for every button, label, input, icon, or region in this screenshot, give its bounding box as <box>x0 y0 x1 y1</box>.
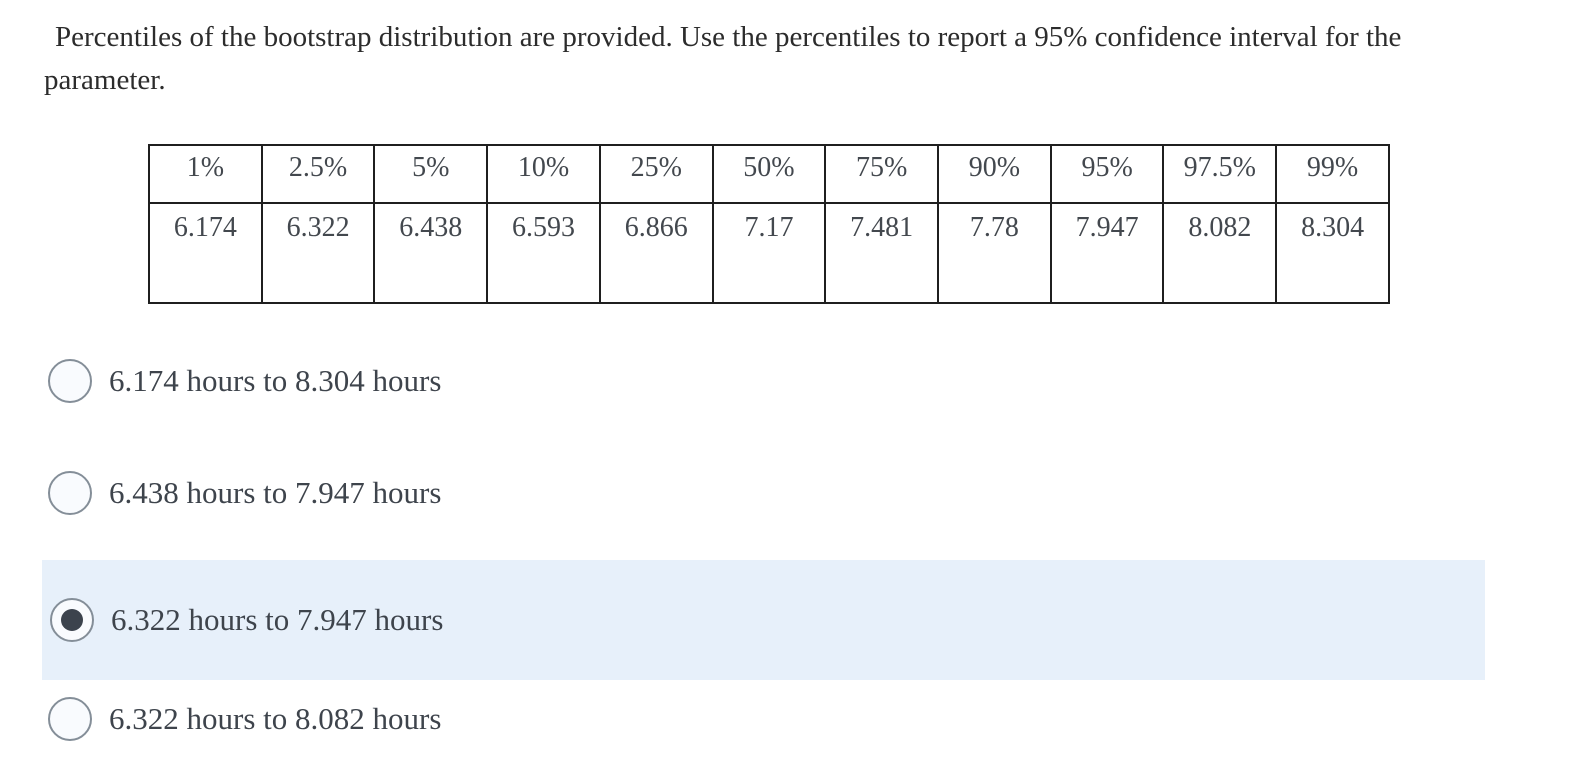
percentile-value-cell: 6.322 <box>260 202 376 304</box>
radio-button-icon[interactable] <box>48 697 92 741</box>
percentile-header-cell: 75% <box>824 144 940 204</box>
percentile-header-cell: 95% <box>1049 144 1165 204</box>
percentile-value-cell: 7.17 <box>711 202 827 304</box>
question-text: Percentiles of the bootstrap distributio… <box>44 21 1402 96</box>
radio-button-icon[interactable] <box>48 471 92 515</box>
answer-option-label: 6.322 hours to 7.947 hours <box>111 602 444 637</box>
percentile-value-cell: 6.174 <box>148 202 263 304</box>
answer-option[interactable]: 6.322 hours to 8.082 hours <box>0 680 1594 758</box>
percentile-value-cell: 7.947 <box>1049 202 1165 304</box>
answer-option[interactable]: 6.322 hours to 7.947 hours <box>42 560 1485 680</box>
answer-option-label: 6.438 hours to 7.947 hours <box>109 475 442 510</box>
percentile-value-cell: 7.481 <box>824 202 940 304</box>
radio-button-icon[interactable] <box>48 359 92 403</box>
answer-options: 6.174 hours to 8.304 hours 6.438 hours t… <box>0 325 1594 758</box>
answer-option-label: 6.322 hours to 8.082 hours <box>109 701 442 736</box>
percentile-value-cell: 8.304 <box>1275 202 1390 304</box>
percentile-value-cell: 6.866 <box>598 202 714 304</box>
percentile-header-cell: 99% <box>1275 144 1390 204</box>
percentile-header-cell: 90% <box>937 144 1052 204</box>
answer-option[interactable]: 6.438 hours to 7.947 hours <box>0 437 1594 549</box>
percentile-value-row: 6.174 6.322 6.438 6.593 6.866 7.17 7.481… <box>148 202 1390 304</box>
answer-option-label: 6.174 hours to 8.304 hours <box>109 363 442 398</box>
percentile-header-cell: 50% <box>711 144 827 204</box>
percentile-value-cell: 6.593 <box>486 202 601 304</box>
percentile-header-row: 1% 2.5% 5% 10% 25% 50% 75% 90% 95% 97.5%… <box>148 144 1390 204</box>
percentile-table: 1% 2.5% 5% 10% 25% 50% 75% 90% 95% 97.5%… <box>148 144 1390 304</box>
percentile-header-cell: 5% <box>373 144 489 204</box>
answer-option[interactable]: 6.174 hours to 8.304 hours <box>0 325 1594 437</box>
radio-button-icon[interactable] <box>50 598 94 642</box>
percentile-value-cell: 6.438 <box>373 202 489 304</box>
percentile-header-cell: 97.5% <box>1162 144 1278 204</box>
percentile-value-cell: 7.78 <box>937 202 1052 304</box>
percentile-header-cell: 25% <box>598 144 714 204</box>
percentile-header-cell: 10% <box>486 144 601 204</box>
percentile-value-cell: 8.082 <box>1162 202 1278 304</box>
percentile-header-cell: 1% <box>148 144 263 204</box>
percentile-header-cell: 2.5% <box>260 144 376 204</box>
